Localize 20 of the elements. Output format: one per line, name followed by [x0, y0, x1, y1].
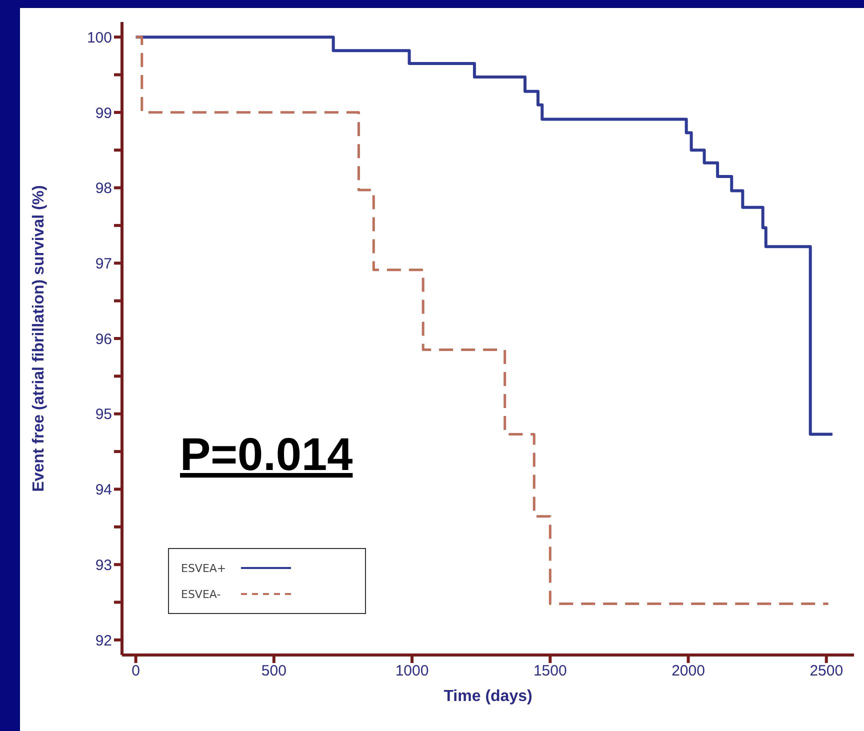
y-tick-label: 97	[95, 255, 112, 272]
y-tick-label: 95	[95, 406, 112, 424]
y-tick-label: 94	[95, 482, 112, 499]
x-tick-label: 2500	[810, 662, 844, 680]
y-tick-label: 92	[95, 632, 112, 650]
x-tick-label: 2000	[672, 662, 705, 680]
y-axis-title: Event free (atrial fibrillation) survival (%)	[30, 185, 48, 492]
legend-label: ESVEA+	[181, 562, 228, 574]
x-tick-label: 1000	[395, 662, 429, 680]
x-tick-label: 1500	[533, 662, 567, 680]
x-axis-title: Time (days)	[444, 688, 532, 705]
y-tick-label: 99	[95, 104, 112, 122]
x-tick-label: 500	[261, 662, 286, 680]
y-tick-label: 93	[95, 556, 112, 574]
y-tick-label: 100	[86, 29, 112, 46]
x-tick-label: 0	[132, 662, 140, 680]
y-tick-label: 98	[95, 180, 112, 198]
y-tick-label: 96	[95, 330, 112, 348]
annotation: P=0.014	[180, 428, 354, 480]
legend-label: ESVEA-	[181, 588, 222, 600]
